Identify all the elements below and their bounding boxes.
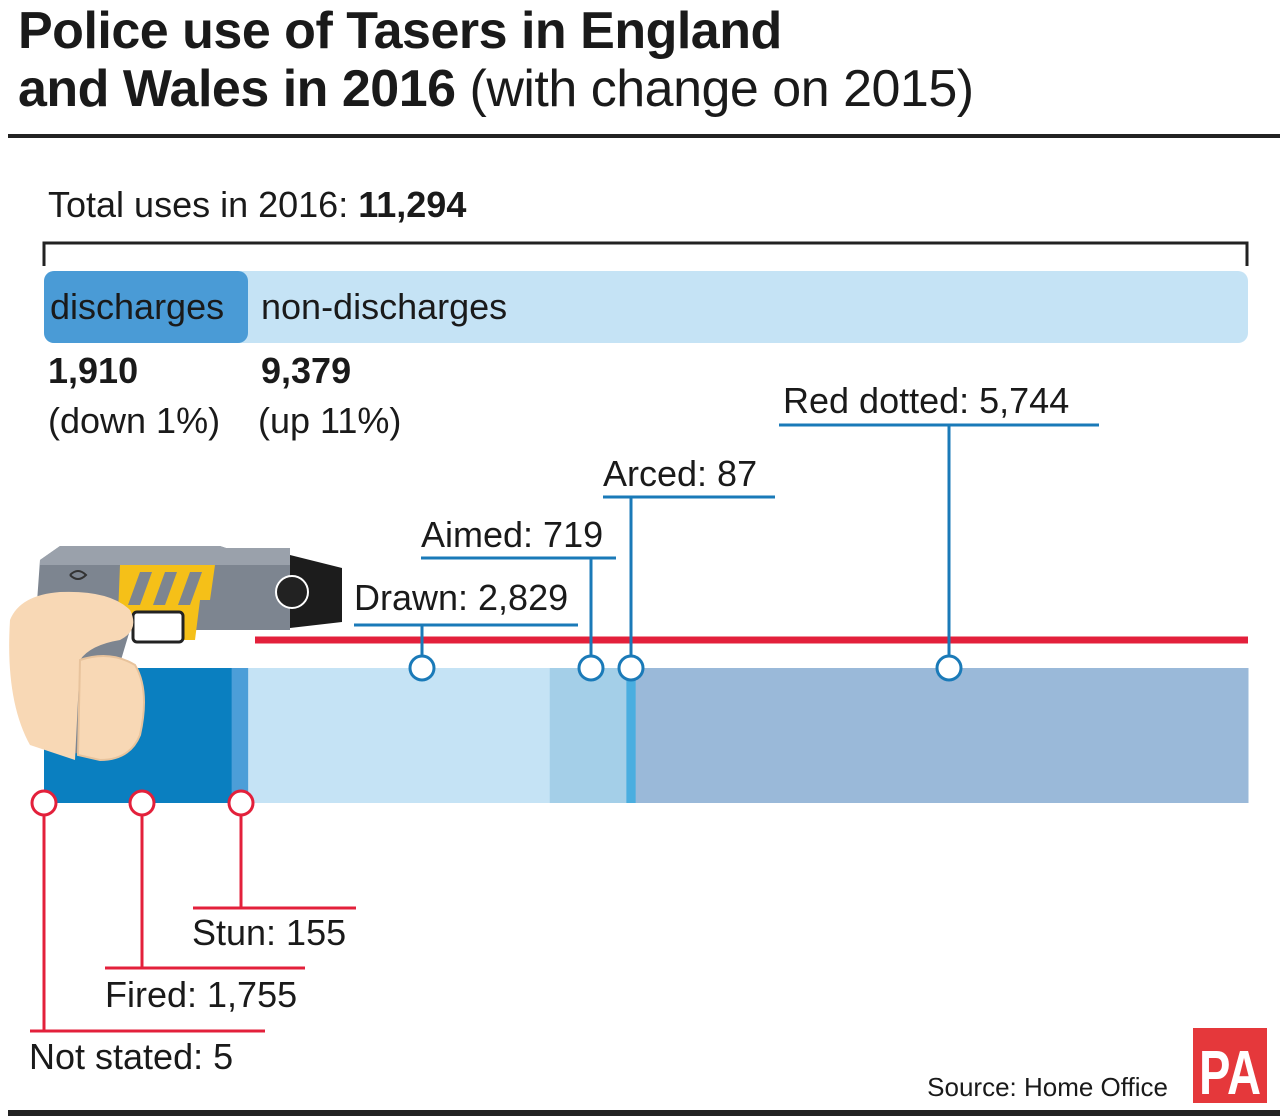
nondischarges-change: (up 11%)	[258, 400, 402, 441]
pill-label-nondischarges: non-discharges	[261, 286, 508, 327]
title-line-2: and Wales in 2016 (with change on 2015)	[18, 60, 974, 118]
discharges-value: 1,910	[48, 350, 139, 391]
marker-stun	[227, 789, 255, 817]
pill-nondischarges	[44, 271, 1248, 343]
marker-not-stated	[30, 789, 58, 817]
label-aimed: Aimed: 719	[421, 514, 604, 555]
marker-drawn	[408, 654, 436, 682]
marker-red-dotted	[935, 654, 963, 682]
label-fired: Fired: 1,755	[105, 974, 298, 1015]
label-drawn: Drawn: 2,829	[354, 577, 569, 618]
label-arced: Arced: 87	[603, 453, 758, 494]
pa-logo	[1193, 1028, 1267, 1103]
pill-label-discharges: discharges	[50, 286, 225, 327]
total-label: Total uses in 2016:	[48, 184, 349, 225]
title-line-1: Police use of Tasers in England	[18, 2, 782, 60]
top-rule	[8, 134, 1280, 138]
title-subtitle: (with change on 2015)	[469, 60, 975, 118]
pa-logo-text: PA	[1199, 1039, 1261, 1108]
label-stun: Stun: 155	[192, 912, 347, 953]
label-red-dotted: Red dotted: 5,744	[783, 380, 1070, 421]
marker-aimed	[577, 654, 605, 682]
bottom-rule	[8, 1110, 1280, 1116]
bar-segment-red-dotted	[635, 668, 1249, 803]
total-value: 11,294	[358, 184, 467, 225]
marker-arced	[617, 654, 645, 682]
total-bracket	[42, 241, 1249, 266]
bar-segment-drawn	[248, 668, 551, 803]
discharges-change: (down 1%)	[48, 400, 221, 441]
title-bold: and Wales in 2016	[18, 60, 456, 118]
bar-segment-stun	[231, 668, 249, 803]
total-uses: Total uses in 2016: 11,294	[48, 184, 466, 226]
source-note: Source: Home Office	[927, 1072, 1168, 1102]
bar-segment-aimed	[549, 668, 627, 803]
bar-segment-arced	[626, 668, 637, 803]
nondischarges-value: 9,379	[261, 350, 352, 391]
pill-discharges	[44, 271, 248, 343]
taser-icon	[9, 546, 342, 762]
label-not-stated: Not stated: 5	[29, 1036, 234, 1077]
marker-fired	[128, 789, 156, 817]
